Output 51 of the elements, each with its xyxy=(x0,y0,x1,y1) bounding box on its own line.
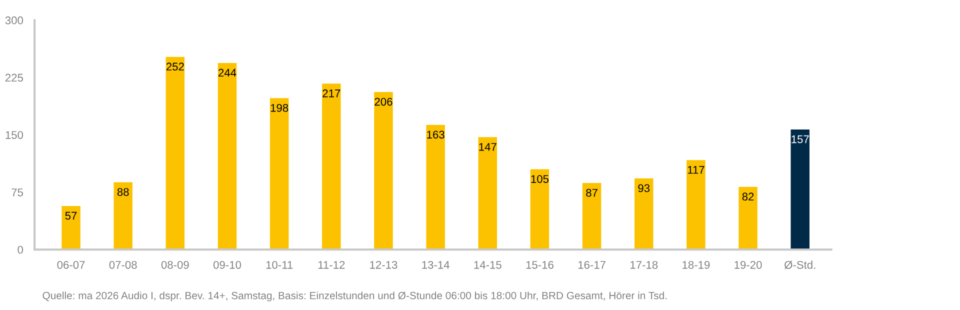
data-label: 198 xyxy=(270,104,288,112)
data-label: 163 xyxy=(427,130,444,139)
bar xyxy=(478,137,498,250)
data-label: 217 xyxy=(322,89,340,98)
data-label: 157 xyxy=(792,135,809,144)
bar xyxy=(582,183,602,250)
bar xyxy=(738,186,758,250)
data-label: 57 xyxy=(65,212,77,220)
data-label: 147 xyxy=(479,143,496,151)
x-tick-label: 11-12 xyxy=(318,260,345,269)
data-label: 244 xyxy=(218,68,236,77)
bar xyxy=(322,84,341,250)
y-tick-label: 300 xyxy=(5,16,24,24)
bar xyxy=(634,178,654,250)
x-tick-label: 08-09 xyxy=(161,260,189,269)
x-tick-label: 10-11 xyxy=(266,260,293,269)
x-tick-label: 18-19 xyxy=(682,260,710,269)
data-label: 117 xyxy=(688,166,704,174)
x-tick-label: 07-08 xyxy=(109,260,137,269)
y-tick-label: 150 xyxy=(6,131,24,139)
data-label: 105 xyxy=(531,175,549,183)
data-label: 252 xyxy=(166,62,184,71)
x-tick-label: 19-20 xyxy=(734,260,762,269)
x-tick-label: 09-10 xyxy=(213,260,242,269)
y-tick-label: 225 xyxy=(5,74,23,82)
bar xyxy=(218,62,237,250)
x-tick-label: 17-18 xyxy=(630,260,658,269)
bar xyxy=(114,182,132,250)
source-note: Quelle: ma 2026 Audio I, dspr. Bev. 14+, Samstag, Basis: Einzelstunden und Ø-Stunde 06:00 bis 18:00 Uhr, BRD Gesamt, Hörer in Tsd. xyxy=(42,292,667,302)
x-tick-label: 13-14 xyxy=(422,260,450,269)
x-tick-label: 12-13 xyxy=(370,260,398,269)
x-tick-label: 14-15 xyxy=(474,261,502,269)
bar xyxy=(790,129,810,250)
bar xyxy=(530,169,550,250)
x-tick-label: 15-16 xyxy=(526,260,554,269)
bar xyxy=(270,98,289,250)
data-label: 87 xyxy=(586,188,598,197)
data-label: 82 xyxy=(742,192,754,201)
y-tick-label: 0 xyxy=(18,246,24,254)
data-label: 88 xyxy=(117,188,129,196)
x-tick-label: 06-07 xyxy=(57,260,85,269)
y-tick-label: 75 xyxy=(12,188,23,196)
x-tick-label: 16-17 xyxy=(578,260,606,269)
bar xyxy=(686,160,706,250)
data-label: 206 xyxy=(374,98,392,106)
x-tick-label: Ø-Std. xyxy=(784,260,816,269)
bar xyxy=(374,92,393,250)
data-label: 93 xyxy=(638,184,650,192)
bar xyxy=(426,124,445,250)
bar xyxy=(62,206,80,250)
bar xyxy=(166,56,185,250)
